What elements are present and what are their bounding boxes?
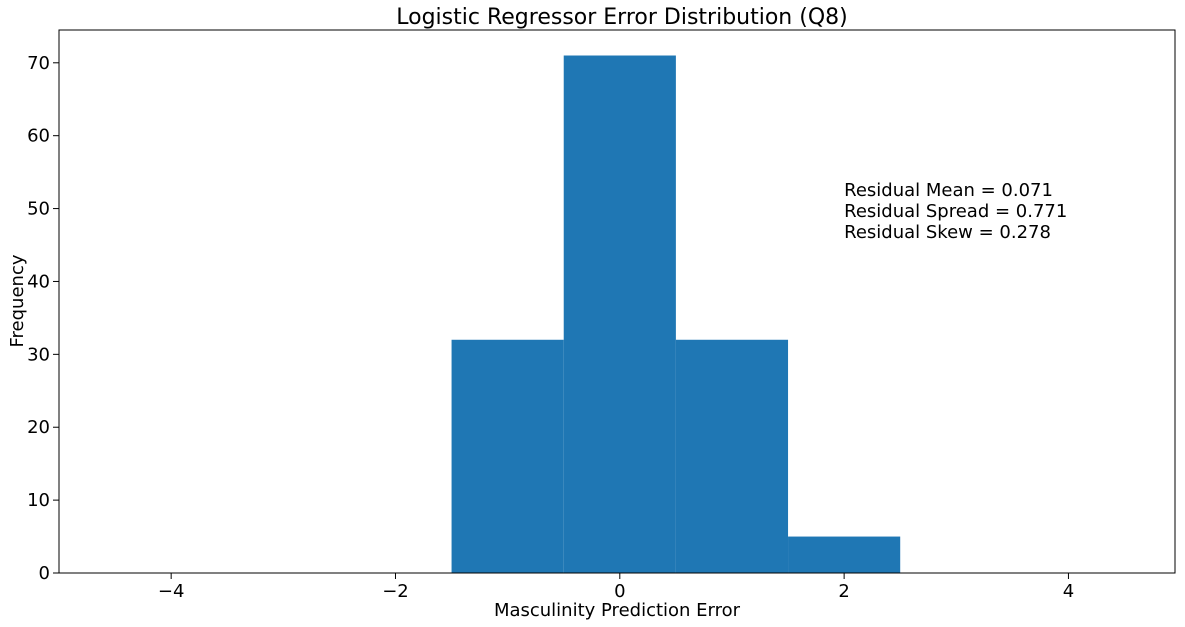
y-axis-ticks: 0 10 20 30 40 50 60 70	[27, 53, 59, 584]
histogram-bar-2	[675, 339, 789, 573]
chart-title: Logistic Regressor Error Distribution (Q…	[396, 5, 847, 30]
x-tick-label: 2	[838, 581, 849, 602]
y-tick-label: 40	[27, 271, 50, 292]
y-tick-label: 70	[27, 53, 50, 74]
annotation-line: Residual Spread = 0.771	[844, 201, 1067, 222]
y-tick-label: 10	[27, 490, 50, 511]
x-tick-label: −4	[158, 581, 185, 602]
bars-group	[451, 55, 901, 573]
x-tick-label: 4	[1063, 581, 1074, 602]
y-tick-label: 0	[39, 563, 50, 584]
histogram-bar-0	[451, 339, 564, 573]
annotation-line: Residual Mean = 0.071	[844, 180, 1053, 201]
histogram-bar-3	[788, 536, 901, 573]
histogram-bar-1	[563, 55, 676, 573]
x-tick-label: 0	[614, 581, 625, 602]
x-tick-label: −2	[382, 581, 409, 602]
y-axis-label: Frequency	[7, 254, 28, 347]
y-tick-label: 30	[27, 344, 50, 365]
plot-frame	[58, 29, 1176, 574]
x-axis-label: Masculinity Prediction Error	[494, 600, 741, 621]
annotation-line: Residual Skew = 0.278	[844, 222, 1051, 243]
y-tick-label: 20	[27, 417, 50, 438]
y-tick-label: 50	[27, 199, 50, 220]
y-tick-label: 60	[27, 126, 50, 147]
x-axis-ticks: −4 −2 0 2 4	[158, 573, 1074, 602]
